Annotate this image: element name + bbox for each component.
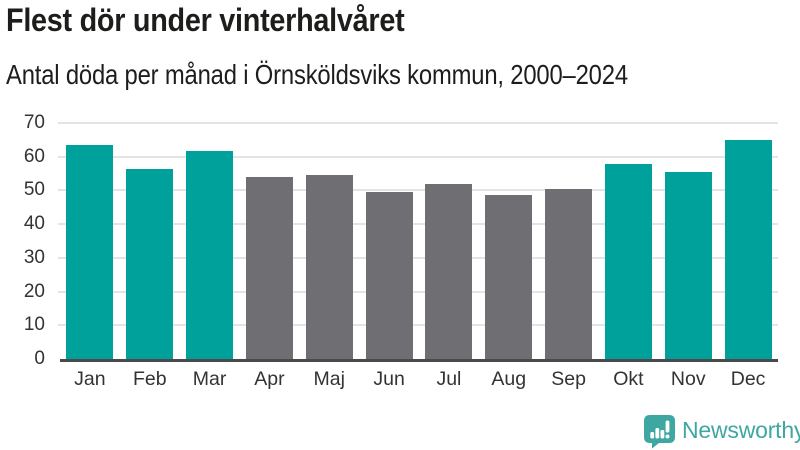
y-tick-label-70: 70 bbox=[23, 112, 45, 133]
x-tick-label-jul: Jul bbox=[436, 368, 462, 390]
x-tick-label-feb: Feb bbox=[132, 368, 167, 390]
bar-maj bbox=[305, 174, 353, 359]
x-tick-label-okt: Okt bbox=[613, 368, 644, 390]
plot-area bbox=[58, 122, 778, 362]
y-tick-label-50: 50 bbox=[23, 179, 45, 201]
bar-jan bbox=[66, 145, 114, 359]
bar-feb bbox=[126, 169, 174, 359]
x-tick-label-mar: Mar bbox=[192, 368, 227, 390]
x-tick-label-aug: Aug bbox=[491, 368, 527, 390]
bar-okt bbox=[604, 164, 652, 359]
y-axis: 0 10 20 30 40 50 60 70 bbox=[0, 112, 45, 369]
y-tick-label-10: 10 bbox=[23, 314, 45, 336]
y-tick-label-30: 30 bbox=[23, 246, 45, 268]
y-tick-label-0: 0 bbox=[34, 348, 45, 369]
chart-title: Flest dör under vinterhalvåret bbox=[6, 2, 405, 38]
newsworthy-logo[interactable]: Newsworthy bbox=[644, 415, 800, 449]
bar-aug bbox=[485, 194, 533, 359]
x-axis: Jan Feb Mar Apr Maj Jun Jul Aug Sep Okt Nov Dec bbox=[60, 366, 778, 392]
bar-jul bbox=[425, 183, 473, 359]
x-tick-label-jun: Jun bbox=[373, 368, 405, 390]
bar-chart: 0 10 20 30 40 50 60 70 Jan Feb Mar Apr Maj Jun Jul Aug… bbox=[0, 112, 778, 392]
chart-subtitle: Antal döda per månad i Örnsköldsviks kom… bbox=[6, 59, 628, 90]
bar-apr bbox=[245, 176, 293, 359]
gridline-30 bbox=[58, 256, 778, 259]
x-tick-label-apr: Apr bbox=[254, 368, 285, 390]
bar-sep bbox=[545, 189, 593, 359]
gridline-70 bbox=[58, 122, 778, 124]
bar-mar bbox=[186, 151, 234, 359]
gridline-50 bbox=[58, 189, 778, 192]
x-tick-label-nov: Nov bbox=[670, 368, 706, 390]
y-tick-label-40: 40 bbox=[23, 213, 45, 235]
bar-jun bbox=[365, 192, 413, 359]
y-tick-label-60: 60 bbox=[23, 145, 45, 167]
x-tick-label-jan: Jan bbox=[74, 368, 106, 390]
x-tick-label-dec: Dec bbox=[730, 368, 766, 390]
gridline-60 bbox=[58, 155, 778, 158]
newsworthy-bubble-barchart-icon bbox=[644, 415, 675, 449]
x-tick-label-sep: Sep bbox=[551, 368, 586, 390]
gridline-40 bbox=[58, 223, 778, 226]
x-tick-label-maj: Maj bbox=[313, 368, 345, 390]
bar-dec bbox=[724, 139, 772, 359]
gridline-10 bbox=[58, 324, 778, 327]
y-tick-label-20: 20 bbox=[23, 280, 45, 302]
brand-name: Newsworthy bbox=[682, 417, 800, 443]
bar-nov bbox=[664, 172, 712, 359]
gridline-20 bbox=[58, 290, 778, 293]
